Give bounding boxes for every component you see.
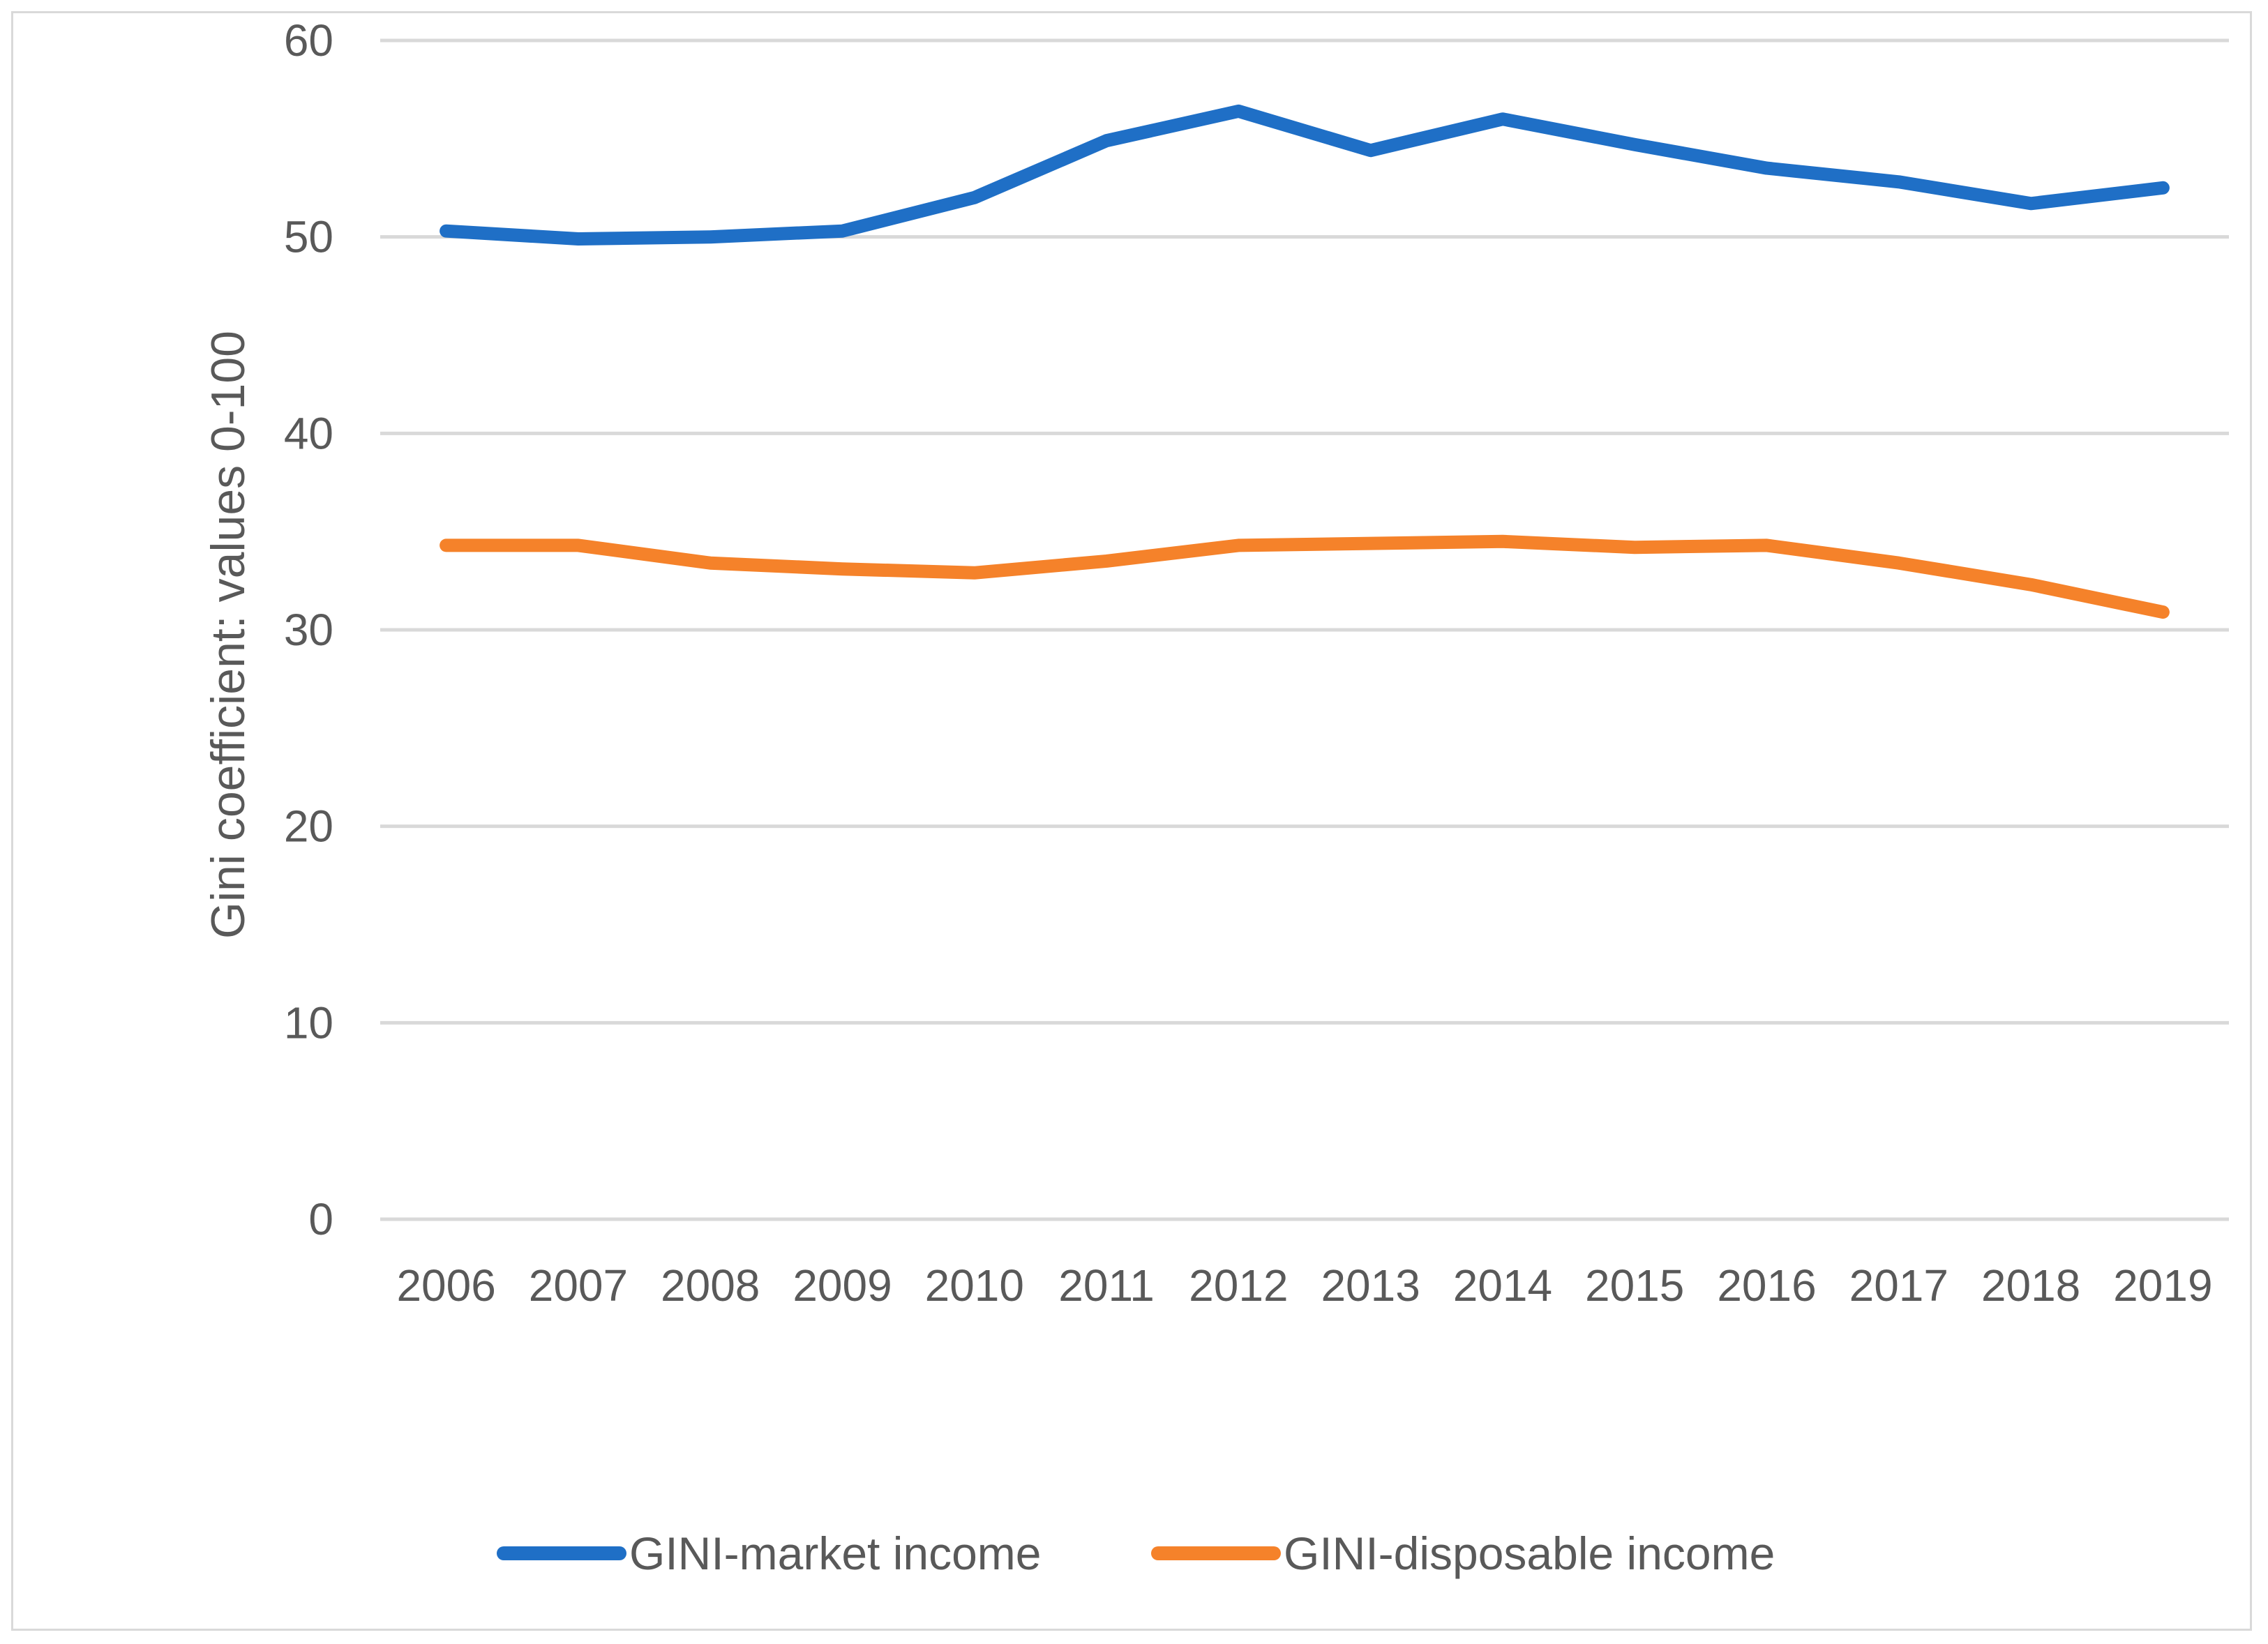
x-axis-tick-labels: 2006 2007 2008 2009 2010 2011 2012 2013 2014 2015… xyxy=(396,1260,2212,1311)
x-tick-label: 2017 xyxy=(1849,1260,1948,1311)
y-tick-label: 10 xyxy=(284,997,333,1048)
series-lines xyxy=(440,104,2170,619)
x-tick-label: 2018 xyxy=(1981,1260,2080,1311)
legend-label-market-income: GINI-market income xyxy=(629,1528,1041,1579)
gridlines xyxy=(380,38,2229,1221)
y-tick-label: 60 xyxy=(284,15,333,66)
y-axis-tick-labels: 0 10 20 30 40 50 60 xyxy=(284,15,333,1244)
x-tick-label: 2015 xyxy=(1585,1260,1684,1311)
x-tick-label: 2014 xyxy=(1453,1260,1552,1311)
y-tick-label: 0 xyxy=(308,1194,333,1244)
x-tick-label: 2016 xyxy=(1717,1260,1816,1311)
series-line-market-income xyxy=(440,104,2170,246)
series-line-disposable-income xyxy=(440,534,2170,619)
y-tick-label: 50 xyxy=(284,212,333,262)
y-tick-label: 20 xyxy=(284,801,333,852)
y-tick-label: 40 xyxy=(284,408,333,458)
x-tick-label: 2006 xyxy=(396,1260,495,1311)
x-tick-label: 2010 xyxy=(925,1260,1024,1311)
legend: GINI-market income GINI-disposable incom… xyxy=(497,1528,1775,1579)
x-tick-label: 2009 xyxy=(793,1260,892,1311)
legend-label-disposable-income: GINI-disposable income xyxy=(1284,1528,1775,1579)
chart-area xyxy=(11,11,2252,1631)
x-tick-label: 2019 xyxy=(2113,1260,2212,1311)
y-axis-title: Gini coefficient: values 0-100 xyxy=(202,331,255,939)
x-tick-label: 2012 xyxy=(1189,1260,1288,1311)
x-tick-label: 2008 xyxy=(661,1260,760,1311)
y-tick-label: 30 xyxy=(284,605,333,655)
x-tick-label: 2011 xyxy=(1058,1260,1155,1311)
x-tick-label: 2007 xyxy=(529,1260,628,1311)
x-tick-label: 2013 xyxy=(1321,1260,1420,1311)
